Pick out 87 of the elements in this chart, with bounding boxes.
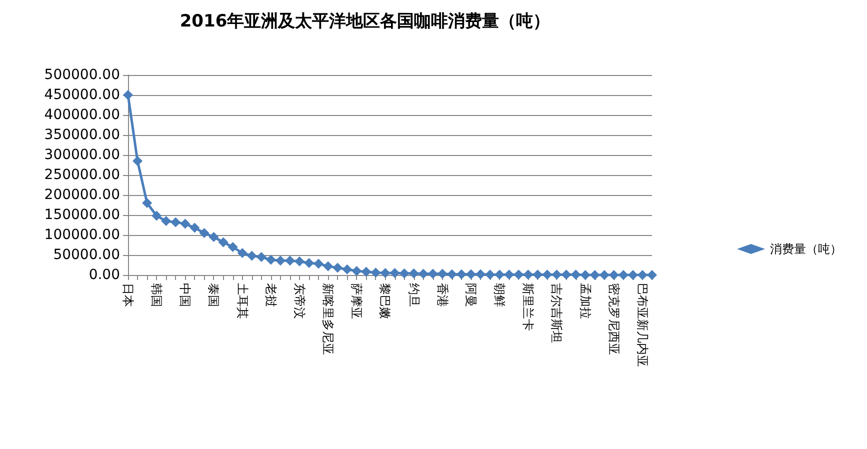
point bbox=[599, 270, 610, 280]
point bbox=[142, 198, 152, 208]
point bbox=[266, 254, 276, 265]
y-tick-label: 450000.00 bbox=[44, 87, 120, 103]
point bbox=[494, 270, 505, 280]
x-tick-label: 中国 bbox=[178, 283, 192, 307]
point bbox=[246, 250, 257, 261]
point bbox=[552, 270, 562, 280]
y-tick-label: 150000.00 bbox=[44, 207, 120, 223]
point bbox=[637, 270, 648, 280]
point bbox=[485, 270, 496, 280]
y-tick-label: 0.00 bbox=[88, 267, 120, 283]
x-tick-label: 新喀里多尼亚 bbox=[321, 283, 336, 355]
x-tick-label: 约旦 bbox=[406, 283, 421, 307]
point bbox=[284, 256, 295, 266]
point bbox=[647, 270, 657, 280]
point bbox=[523, 270, 534, 280]
point bbox=[170, 217, 181, 228]
point bbox=[190, 222, 200, 233]
x-tick-label: 土耳其 bbox=[235, 283, 250, 319]
point bbox=[608, 270, 619, 280]
point bbox=[476, 269, 486, 280]
point bbox=[399, 268, 410, 278]
point bbox=[590, 270, 600, 280]
x-tick-label: 朝鲜 bbox=[492, 283, 507, 307]
chart-title: 2016年亚洲及太平洋地区各国咖啡消费量（吨） bbox=[180, 12, 550, 32]
point bbox=[332, 262, 343, 273]
point bbox=[446, 269, 457, 280]
point bbox=[408, 268, 419, 278]
point bbox=[352, 266, 362, 276]
x-tick-label: 吉尔吉斯坦 bbox=[550, 283, 564, 343]
point bbox=[390, 268, 400, 278]
point bbox=[314, 258, 324, 269]
point bbox=[561, 270, 572, 280]
y-tick-label: 50000.00 bbox=[53, 247, 120, 263]
x-tick-label: 巴布亚新几内亚 bbox=[635, 283, 650, 367]
x-tick-label: 黎巴嫩 bbox=[378, 283, 392, 319]
point bbox=[208, 232, 219, 242]
x-tick-label: 斯里兰卡 bbox=[521, 283, 536, 331]
point bbox=[228, 242, 238, 252]
x-tick-label: 韩国 bbox=[150, 283, 164, 307]
y-tick-label: 350000.00 bbox=[44, 127, 120, 143]
x-tick-label: 香港 bbox=[435, 283, 450, 307]
point bbox=[342, 264, 352, 274]
point bbox=[580, 270, 590, 280]
point bbox=[304, 258, 314, 268]
point bbox=[380, 268, 390, 278]
point bbox=[456, 269, 466, 280]
point bbox=[428, 268, 438, 279]
y-tick-label: 200000.00 bbox=[44, 187, 120, 203]
point bbox=[532, 270, 543, 280]
y-tick-label: 300000.00 bbox=[44, 147, 120, 163]
point bbox=[161, 216, 172, 226]
point bbox=[570, 270, 581, 280]
point bbox=[361, 266, 372, 277]
point bbox=[418, 268, 428, 279]
point bbox=[323, 261, 334, 272]
x-tick-label: 东帝汶 bbox=[292, 283, 306, 319]
x-tick-label: 密克罗尼西亚 bbox=[606, 283, 621, 355]
y-tick-label: 500000.00 bbox=[44, 67, 120, 83]
legend-label: 消费量（吨） bbox=[770, 242, 842, 256]
point bbox=[256, 252, 266, 262]
point bbox=[132, 156, 143, 166]
x-tick-label: 孟加拉 bbox=[578, 283, 592, 319]
point bbox=[199, 228, 210, 238]
point bbox=[237, 248, 248, 258]
x-tick-label: 日本 bbox=[121, 283, 135, 307]
point bbox=[628, 270, 638, 280]
y-tick-label: 100000.00 bbox=[44, 227, 120, 243]
x-tick-label: 泰国 bbox=[206, 283, 221, 307]
point bbox=[618, 270, 628, 280]
point bbox=[275, 256, 286, 266]
point bbox=[294, 256, 304, 266]
point bbox=[542, 270, 552, 280]
point bbox=[514, 270, 524, 280]
point bbox=[218, 237, 228, 248]
x-tick-label: 阿曼 bbox=[464, 283, 478, 307]
point bbox=[152, 210, 162, 221]
x-tick-label: 老挝 bbox=[264, 283, 278, 307]
y-tick-label: 400000.00 bbox=[44, 107, 120, 123]
point bbox=[504, 270, 514, 280]
point bbox=[370, 268, 381, 278]
point bbox=[180, 218, 190, 229]
point bbox=[466, 269, 476, 280]
y-tick-label: 250000.00 bbox=[44, 167, 120, 183]
point bbox=[437, 268, 448, 279]
x-tick-label: 萨摩亚 bbox=[350, 283, 364, 319]
